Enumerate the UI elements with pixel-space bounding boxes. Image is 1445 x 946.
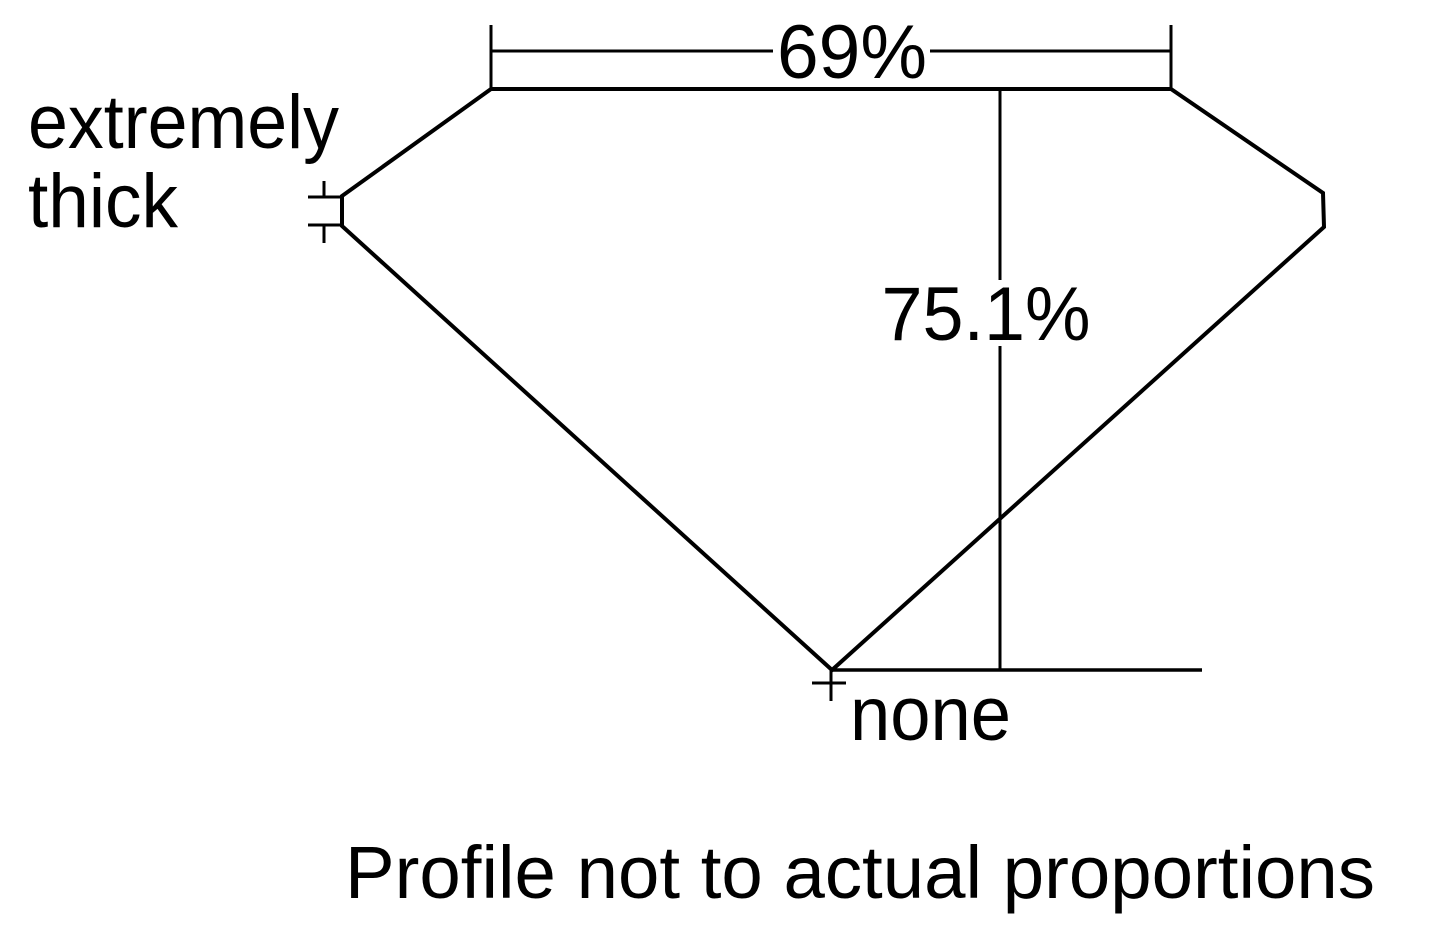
girdle-extension-lines xyxy=(308,195,342,227)
culet-size-label: none xyxy=(850,672,1011,757)
diagram-caption: Profile not to actual proportions xyxy=(345,831,1375,914)
girdle-thickness-label-line1: extremely xyxy=(28,80,339,165)
table-percentage-label: 69% xyxy=(777,10,927,95)
diamond-outline xyxy=(340,87,1327,673)
depth-percentage-label: 75.1% xyxy=(882,272,1091,357)
culet-cross-marker xyxy=(812,670,846,701)
girdle-thickness-label-line2: thick xyxy=(28,159,179,244)
